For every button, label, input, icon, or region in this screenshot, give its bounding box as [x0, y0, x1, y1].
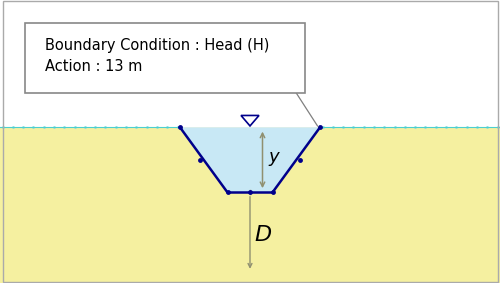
- Polygon shape: [180, 127, 320, 192]
- FancyBboxPatch shape: [25, 23, 305, 93]
- Text: Boundary Condition : Head (H): Boundary Condition : Head (H): [45, 38, 270, 53]
- Bar: [0, 0, 500, 127]
- Text: Action : 13 m: Action : 13 m: [45, 59, 142, 74]
- Polygon shape: [241, 115, 259, 126]
- Text: D: D: [254, 225, 271, 245]
- Text: y: y: [268, 148, 279, 166]
- Bar: [0, 127, 500, 283]
- Polygon shape: [180, 127, 320, 192]
